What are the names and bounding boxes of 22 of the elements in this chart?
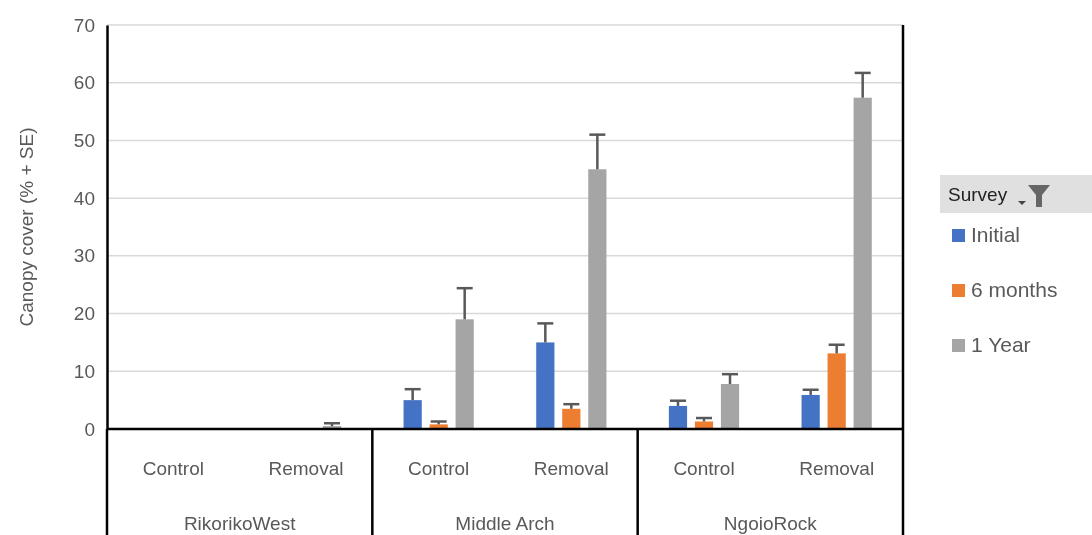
y-tick-label: 50 [73,130,95,152]
x-tick-label: Removal [268,458,344,479]
x-tick-label: Control [142,458,204,479]
x-tick-label: Control [673,458,735,479]
x-tick-label: Removal [799,458,875,479]
y-tick-label: 60 [73,72,95,94]
text: Middle Arch [455,513,555,534]
legend-label: 6 months [971,278,1058,301]
legend-label: Initial [971,223,1021,246]
y-tick-label: 10 [73,360,95,382]
y-axis-title: Canopy cover (% + SE) [16,127,37,327]
y-tick-label: 20 [73,303,95,325]
y-tick-label: 70 [73,14,95,36]
text: NgoioRock [723,513,818,534]
x-tick-label: Removal [533,458,609,479]
legend-title: Survey [948,184,1008,205]
y-tick-label: 0 [84,418,95,440]
y-tick-label: 40 [73,187,95,209]
y-tick-label: 30 [73,245,95,267]
legend-label: 1 Year [971,333,1031,356]
text: RikorikoWest [183,513,297,534]
x-tick-label: Control [408,458,470,479]
